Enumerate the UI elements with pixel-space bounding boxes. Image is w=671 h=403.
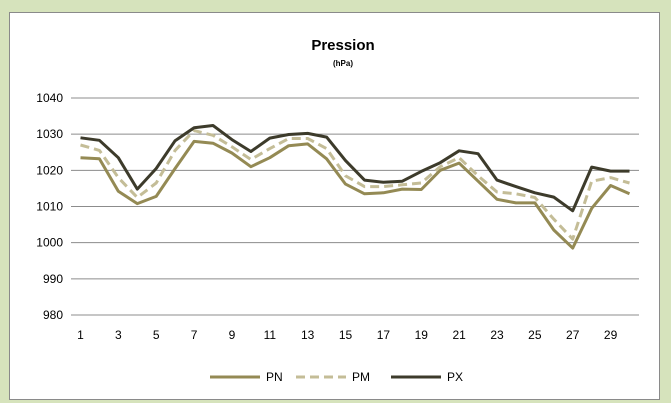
pressure-chart: Pression (hPa) 980 990 1000 1010 1020 1030 104… bbox=[36, 37, 639, 384]
gridlines bbox=[71, 97, 639, 316]
legend-label-pn: PN bbox=[266, 370, 283, 384]
x-tick-label: 25 bbox=[528, 328, 542, 342]
x-tick-label: 21 bbox=[452, 328, 466, 342]
y-tick-label: 1030 bbox=[36, 127, 63, 141]
x-tick-label: 27 bbox=[566, 328, 580, 342]
legend: PN PM PX bbox=[210, 370, 463, 384]
x-tick-label: 13 bbox=[301, 328, 315, 342]
legend-label-pm: PM bbox=[352, 370, 370, 384]
series-lines bbox=[80, 124, 631, 250]
legend-label-px: PX bbox=[447, 370, 463, 384]
y-tick-label: 980 bbox=[43, 308, 63, 322]
x-tick-label: 7 bbox=[191, 328, 198, 342]
chart-frame: Pression (hPa) 980 990 1000 1010 1020 1030 104… bbox=[9, 12, 660, 400]
y-axis-ticks: 980 990 1000 1010 1020 1030 1040 bbox=[36, 91, 63, 322]
y-tick-label: 1000 bbox=[36, 236, 63, 250]
x-tick-label: 9 bbox=[229, 328, 236, 342]
y-tick-label: 1020 bbox=[36, 163, 63, 177]
y-tick-label: 1010 bbox=[36, 200, 63, 214]
x-tick-label: 15 bbox=[339, 328, 353, 342]
y-tick-label: 1040 bbox=[36, 91, 63, 105]
x-tick-label: 19 bbox=[415, 328, 429, 342]
x-axis-ticks: 1 3 5 7 9 11 13 15 17 19 21 23 25 27 29 bbox=[77, 328, 617, 342]
x-tick-label: 17 bbox=[377, 328, 391, 342]
x-tick-label: 5 bbox=[153, 328, 160, 342]
x-tick-label: 3 bbox=[115, 328, 122, 342]
x-tick-label: 29 bbox=[604, 328, 618, 342]
y-tick-label: 990 bbox=[43, 272, 63, 286]
series-line-pn bbox=[80, 139, 631, 250]
series-line-px bbox=[80, 124, 630, 213]
chart-title: Pression bbox=[311, 37, 374, 54]
chart-subtitle: (hPa) bbox=[333, 59, 353, 68]
x-tick-label: 23 bbox=[490, 328, 504, 342]
x-tick-label: 11 bbox=[264, 328, 277, 342]
x-tick-label: 1 bbox=[77, 328, 84, 342]
